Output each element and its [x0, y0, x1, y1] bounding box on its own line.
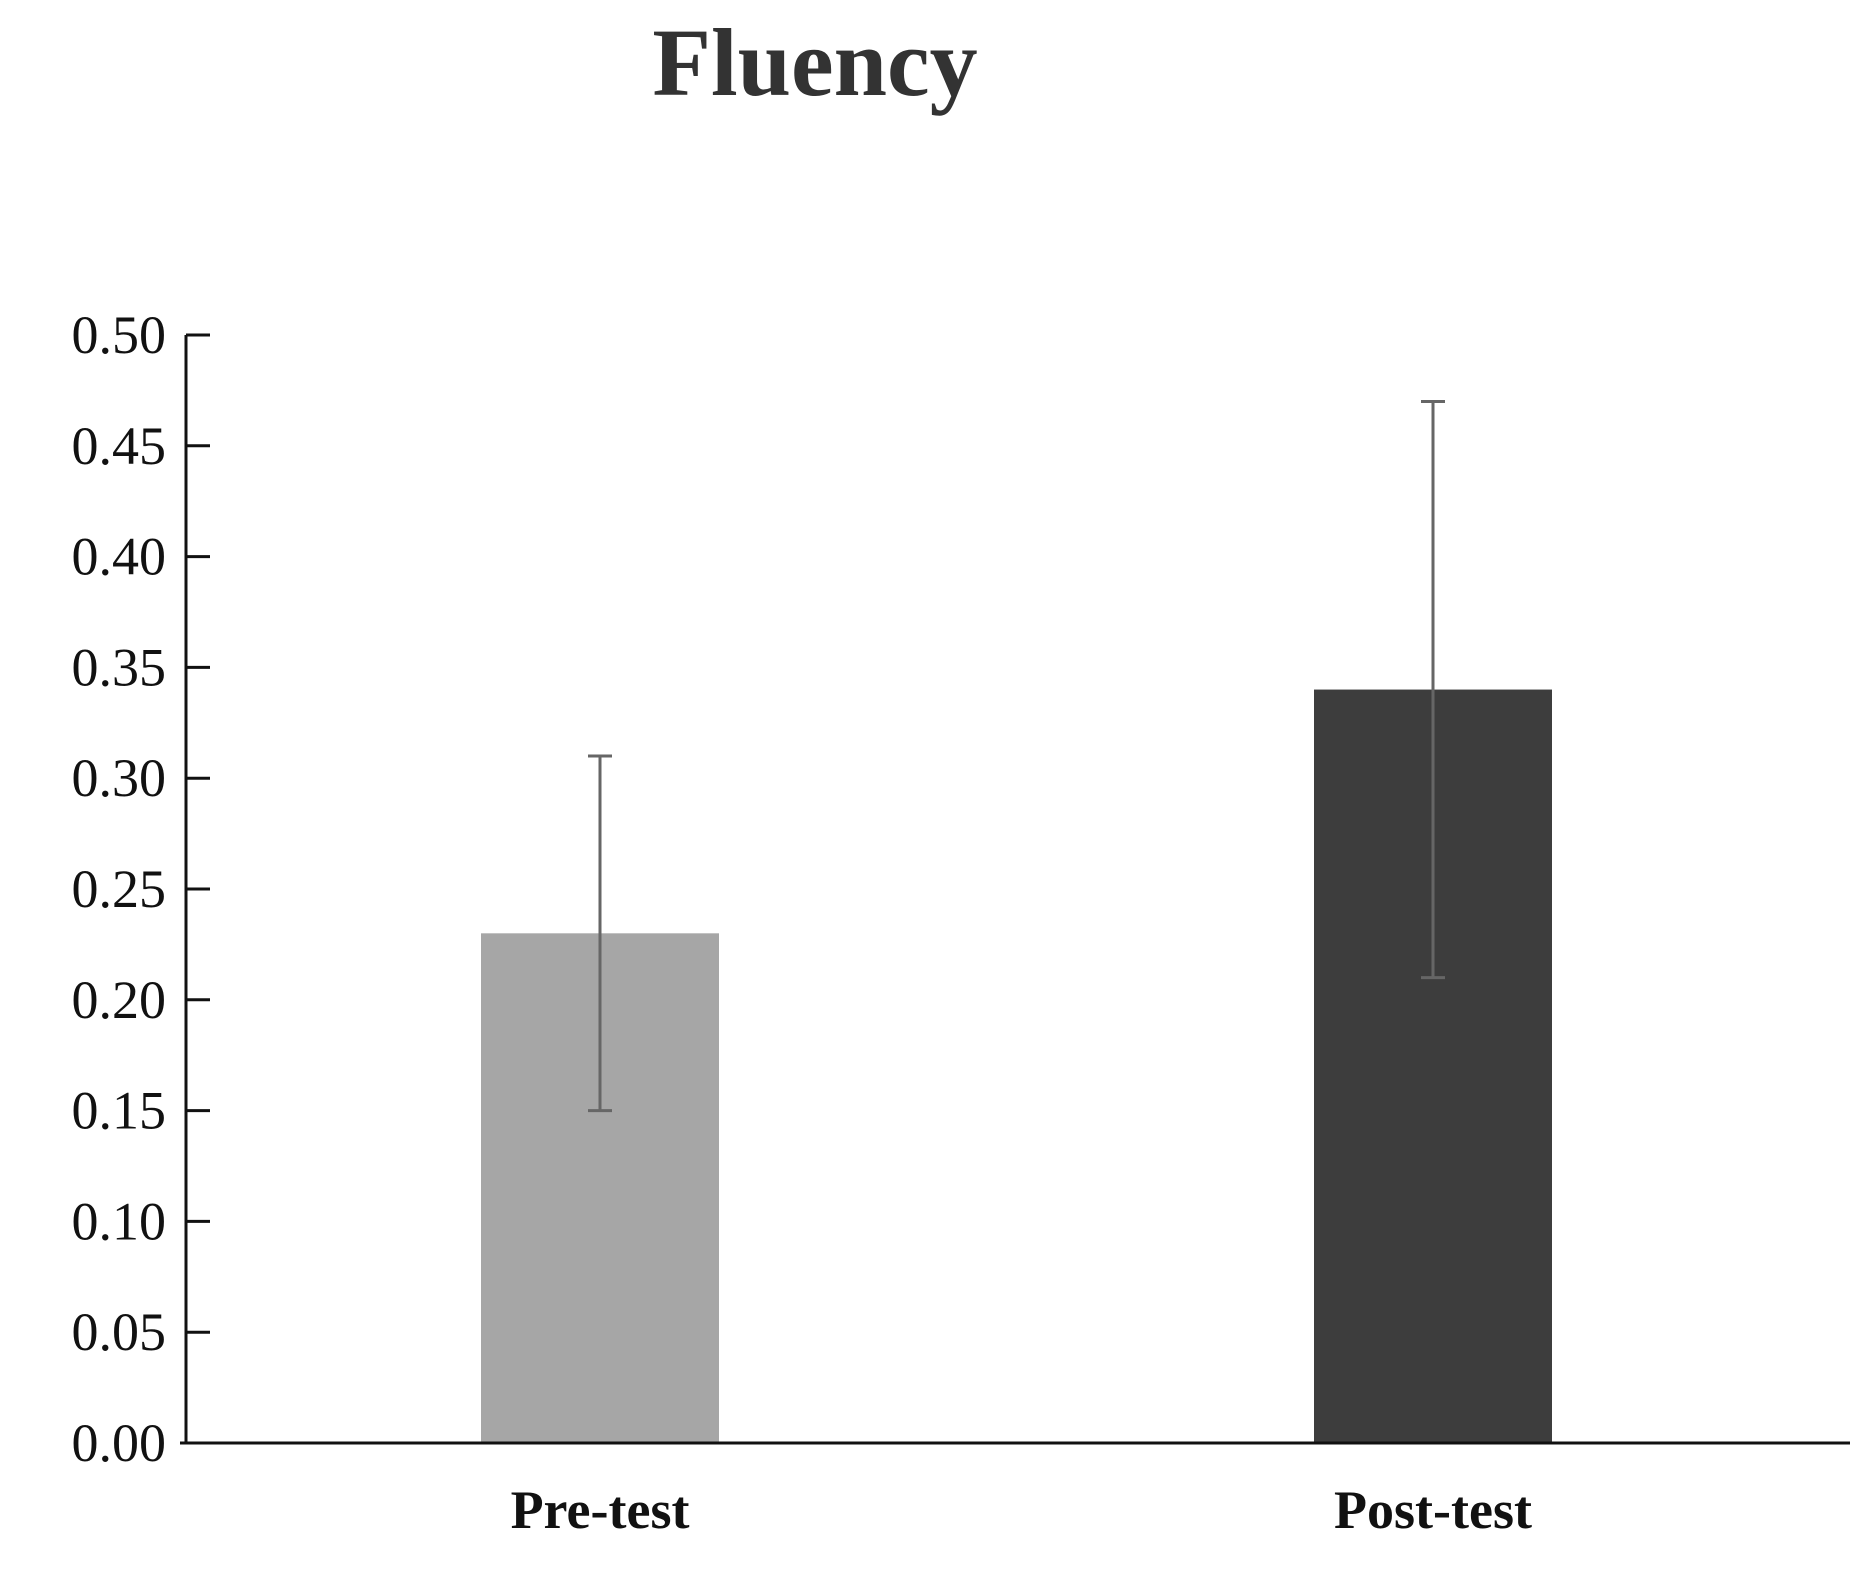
y-tick-label: 0.05: [72, 1302, 167, 1362]
x-category-label: Pre-test: [511, 1480, 690, 1540]
x-category-label: Post-test: [1334, 1480, 1532, 1540]
y-tick-label: 0.45: [72, 416, 167, 476]
y-tick-label: 0.25: [72, 859, 167, 919]
y-tick-label: 0.20: [72, 970, 167, 1030]
y-tick-label: 0.15: [72, 1081, 167, 1141]
error-bar-pre-test: [588, 754, 612, 1113]
error-bars: [588, 399, 1445, 1113]
y-tick-label: 0.30: [72, 748, 167, 808]
y-tick-label: 0.40: [72, 527, 167, 587]
chart-title: Fluency: [652, 9, 977, 116]
bars: [481, 689, 1552, 1443]
y-tick-label: 0.50: [72, 305, 167, 365]
y-axis: 0.00 0.05 0.10 0.15 0.20 0.25 0.30 0.35 0.40 0.45…: [72, 305, 210, 1473]
y-tick-label: 0.35: [72, 637, 167, 697]
error-bar-post-test: [1421, 399, 1445, 980]
y-tick-label: 0.10: [72, 1191, 167, 1251]
y-tick-label: 0.00: [72, 1413, 167, 1473]
x-axis: Pre-test Post-test: [180, 1441, 1850, 1540]
